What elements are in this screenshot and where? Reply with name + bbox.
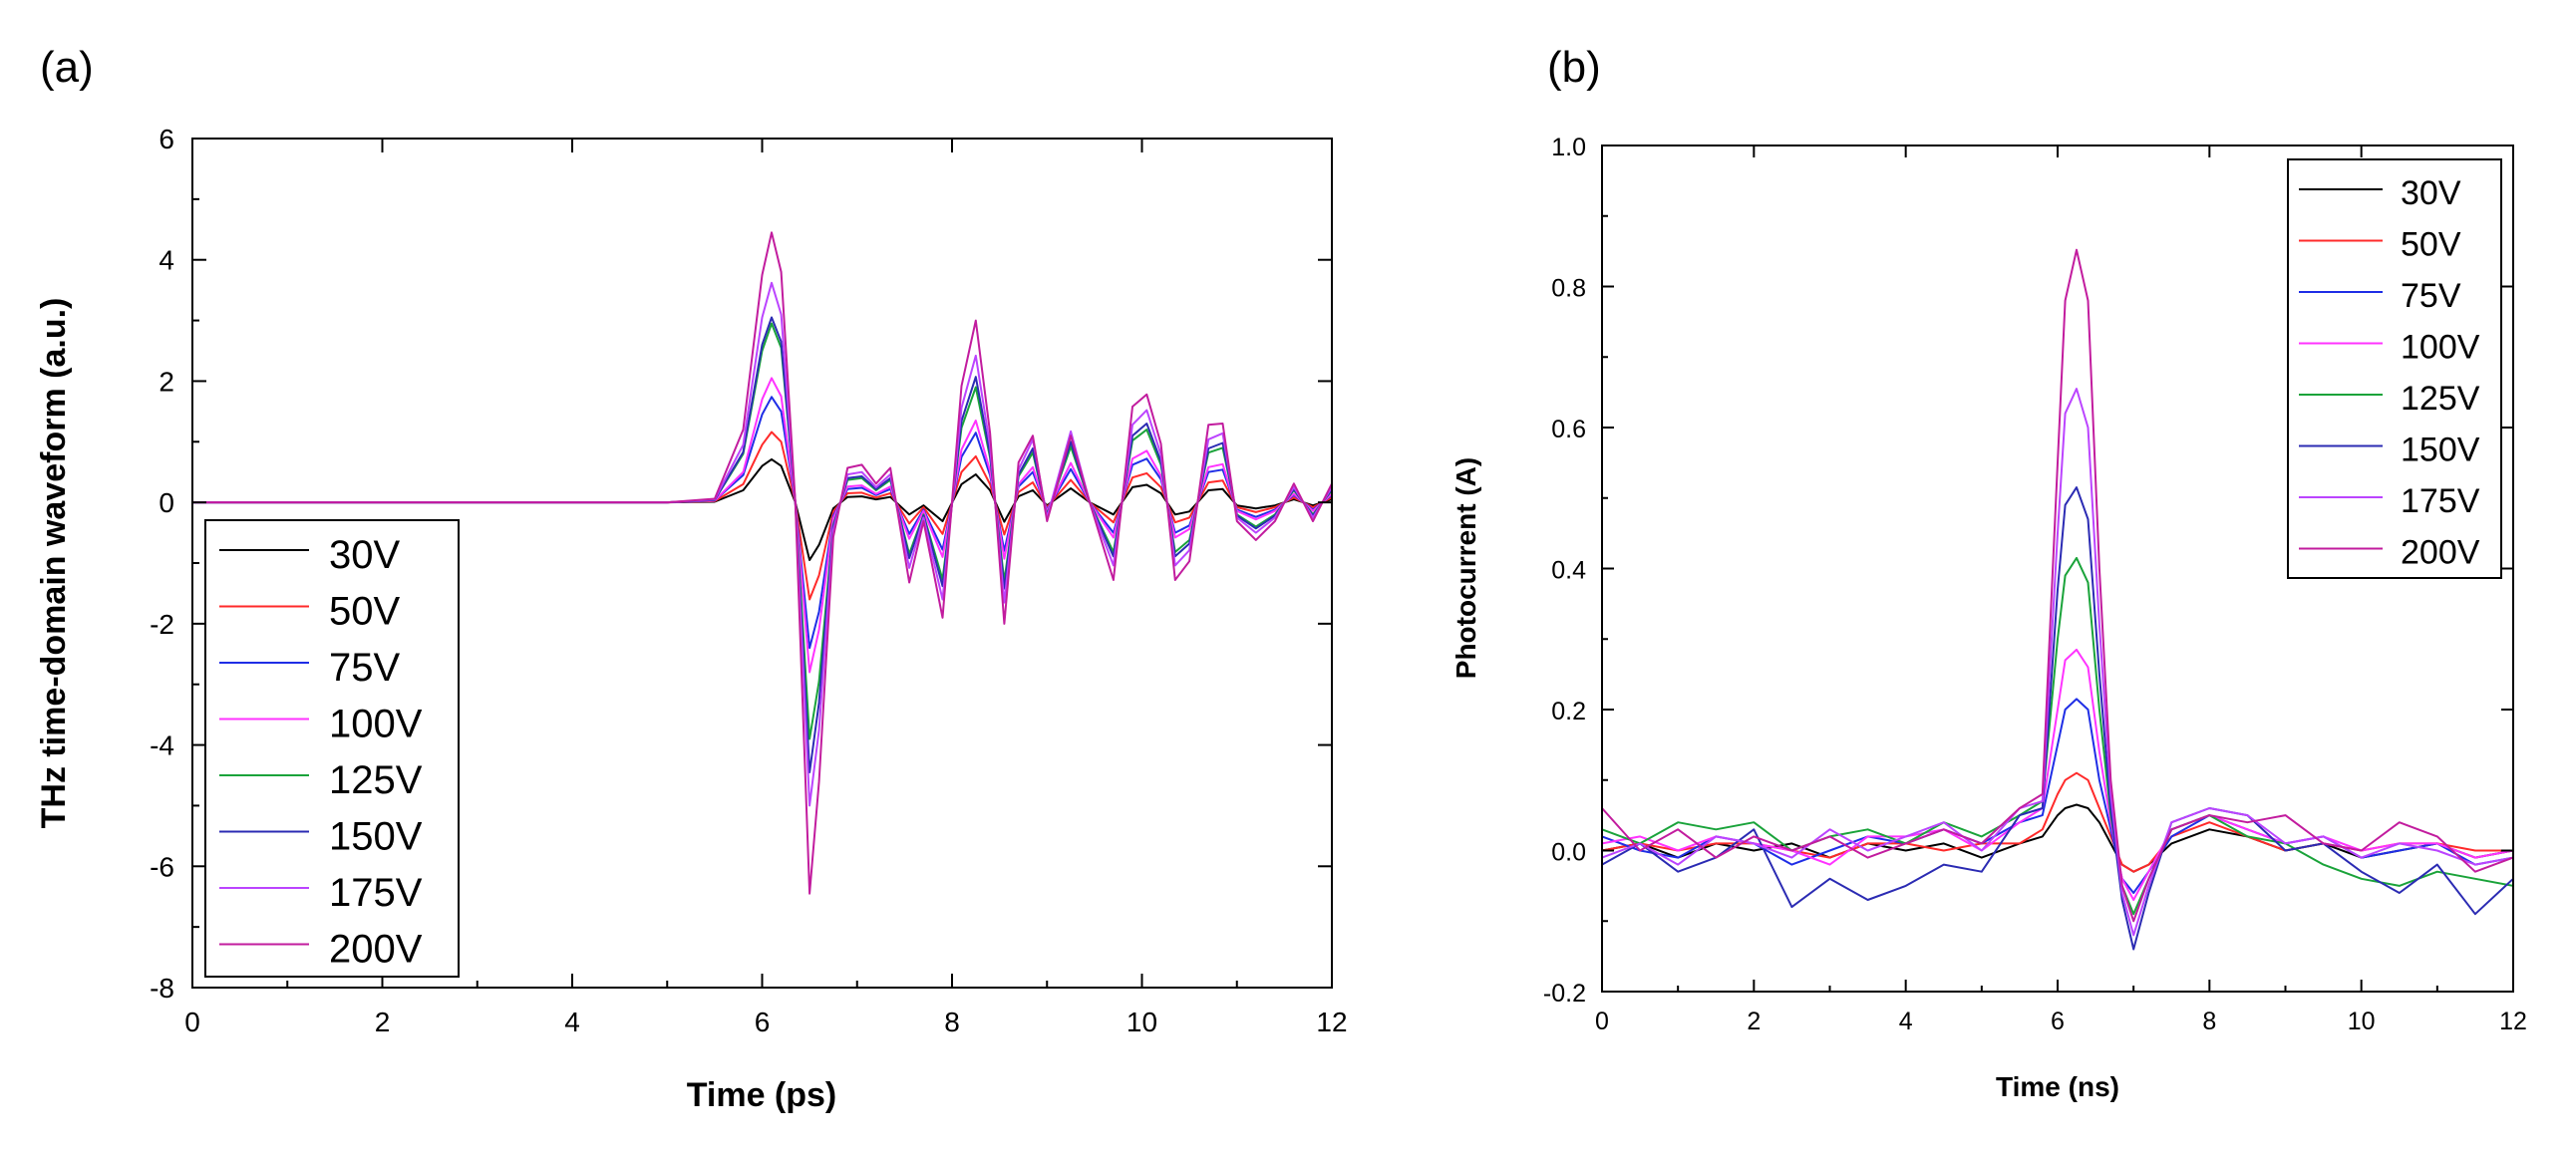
panel-a-y-tick-label: 4 [159, 245, 174, 276]
panel-b-y-tick-label: 0.0 [1551, 839, 1586, 867]
panel-b-y-tick-label: 0.4 [1551, 557, 1586, 585]
panel-a: (a) 0 2 4 6 8 10 12 -8 -6 -4 -2 0 2 4 6 Time (ps) THz … [35, 43, 1348, 1114]
panel-a-x-tick-label: 8 [944, 1007, 960, 1037]
panel-a-series-30V [192, 457, 1332, 561]
panel-a-y-tick-label: 2 [159, 366, 174, 397]
panel-b-plot-area [1602, 248, 2513, 951]
panel-b-y-tick-label: 1.0 [1551, 134, 1586, 161]
panel-b-legend: 30V 50V 75V 100V 125V 150V 175V 200V [2287, 158, 2502, 579]
panel-a-label: (a) [40, 43, 94, 92]
panel-b-series-200V [1602, 248, 2513, 923]
panel-a-series-100V [192, 377, 1332, 674]
panel-b-x-tick-label: 8 [2202, 1008, 2216, 1035]
panel-b-label: (b) [1547, 43, 1601, 92]
panel-b-x-tick-label: 4 [1899, 1008, 1913, 1035]
panel-a-x-tick-label: 4 [564, 1007, 580, 1037]
panel-a-plot-area [192, 231, 1332, 895]
panel-b-y-tick-label: 0.2 [1551, 698, 1586, 725]
panel-b-series-125V [1602, 556, 2513, 916]
panel-b-x-tick-label: 6 [2051, 1008, 2065, 1035]
panel-b-series-50V [1602, 771, 2513, 873]
panel-b-series-150V [1602, 486, 2513, 951]
panel-b-legend-label-200V: 200V [2401, 534, 2480, 572]
panel-b-x-tick-label: 2 [1747, 1008, 1761, 1035]
panel-b-legend-label-75V: 75V [2401, 277, 2461, 315]
panel-b-y-axis-title: Photocurrent (A) [1450, 457, 1481, 679]
panel-a-legend-label-200V: 200V [329, 928, 423, 972]
panel-a-x-tick-label: 0 [184, 1007, 200, 1037]
panel-b-y-tick-label: 0.8 [1551, 275, 1586, 303]
panel-b-x-tick-label: 0 [1595, 1008, 1609, 1035]
panel-b-series-100V [1602, 648, 2513, 901]
panel-b-legend-label-150V: 150V [2401, 432, 2480, 469]
panel-b-legend-label-175V: 175V [2401, 482, 2480, 520]
panel-a-x-tick-label: 2 [375, 1007, 391, 1037]
panel-b-legend-label-50V: 50V [2401, 226, 2461, 264]
panel-a-legend-label-150V: 150V [329, 815, 423, 859]
panel-a-legend-label-125V: 125V [329, 758, 423, 802]
panel-b-x-tick-label: 10 [2348, 1008, 2376, 1035]
panel-a-series-50V [192, 431, 1332, 601]
panel-a-x-tick-label: 10 [1127, 1007, 1157, 1037]
panel-b-x-tick-label: 12 [2499, 1008, 2527, 1035]
panel-b-y-tick-label: -0.2 [1543, 980, 1586, 1008]
panel-a-legend-label-50V: 50V [329, 590, 400, 634]
panel-a-axes: 0 2 4 6 8 10 12 -8 -6 -4 -2 0 2 4 6 [150, 124, 1347, 1037]
panel-b-axes: 0 2 4 6 8 10 12 -0.2 0.0 0.2 0.4 0.6 0.8 1.0 [1543, 134, 2527, 1035]
panel-b-x-axis-title: Time (ns) [1996, 1071, 2119, 1102]
panel-a-x-tick-label: 12 [1316, 1007, 1347, 1037]
panel-b-legend-label-125V: 125V [2401, 380, 2480, 418]
panel-a-y-tick-label: -2 [150, 609, 174, 640]
panel-a-y-axis-title: THz time-domain waveform (a.u.) [35, 298, 73, 829]
panel-a-legend-label-100V: 100V [329, 703, 423, 746]
panel-b-legend-box [2287, 158, 2502, 579]
panel-a-legend: 30V 50V 75V 100V 125V 150V 175V 200V [204, 519, 460, 978]
panel-b-legend-label-100V: 100V [2401, 329, 2480, 367]
panel-a-legend-label-75V: 75V [329, 646, 400, 690]
panel-a-y-tick-label: -6 [150, 851, 174, 882]
panel-a-legend-label-30V: 30V [329, 533, 400, 577]
panel-a-y-tick-label: 6 [159, 124, 174, 154]
panel-b-y-tick-label: 0.6 [1551, 416, 1586, 443]
panel-a-legend-box [204, 519, 460, 978]
panel-a-y-tick-label: -8 [150, 973, 174, 1004]
panel-b-legend-label-30V: 30V [2401, 174, 2461, 212]
panel-a-series-200V [192, 231, 1332, 895]
panel-a-y-tick-label: 0 [159, 487, 174, 518]
panel-b: (b) 0 2 4 6 8 10 12 -0.2 0.0 0.2 0.4 0.6 0.8 1.0 Time… [1450, 43, 2527, 1102]
panel-a-x-axis-title: Time (ps) [687, 1076, 837, 1114]
panel-a-x-tick-label: 6 [755, 1007, 771, 1037]
panel-a-legend-label-175V: 175V [329, 871, 423, 915]
panel-a-y-tick-label: -4 [150, 730, 174, 761]
